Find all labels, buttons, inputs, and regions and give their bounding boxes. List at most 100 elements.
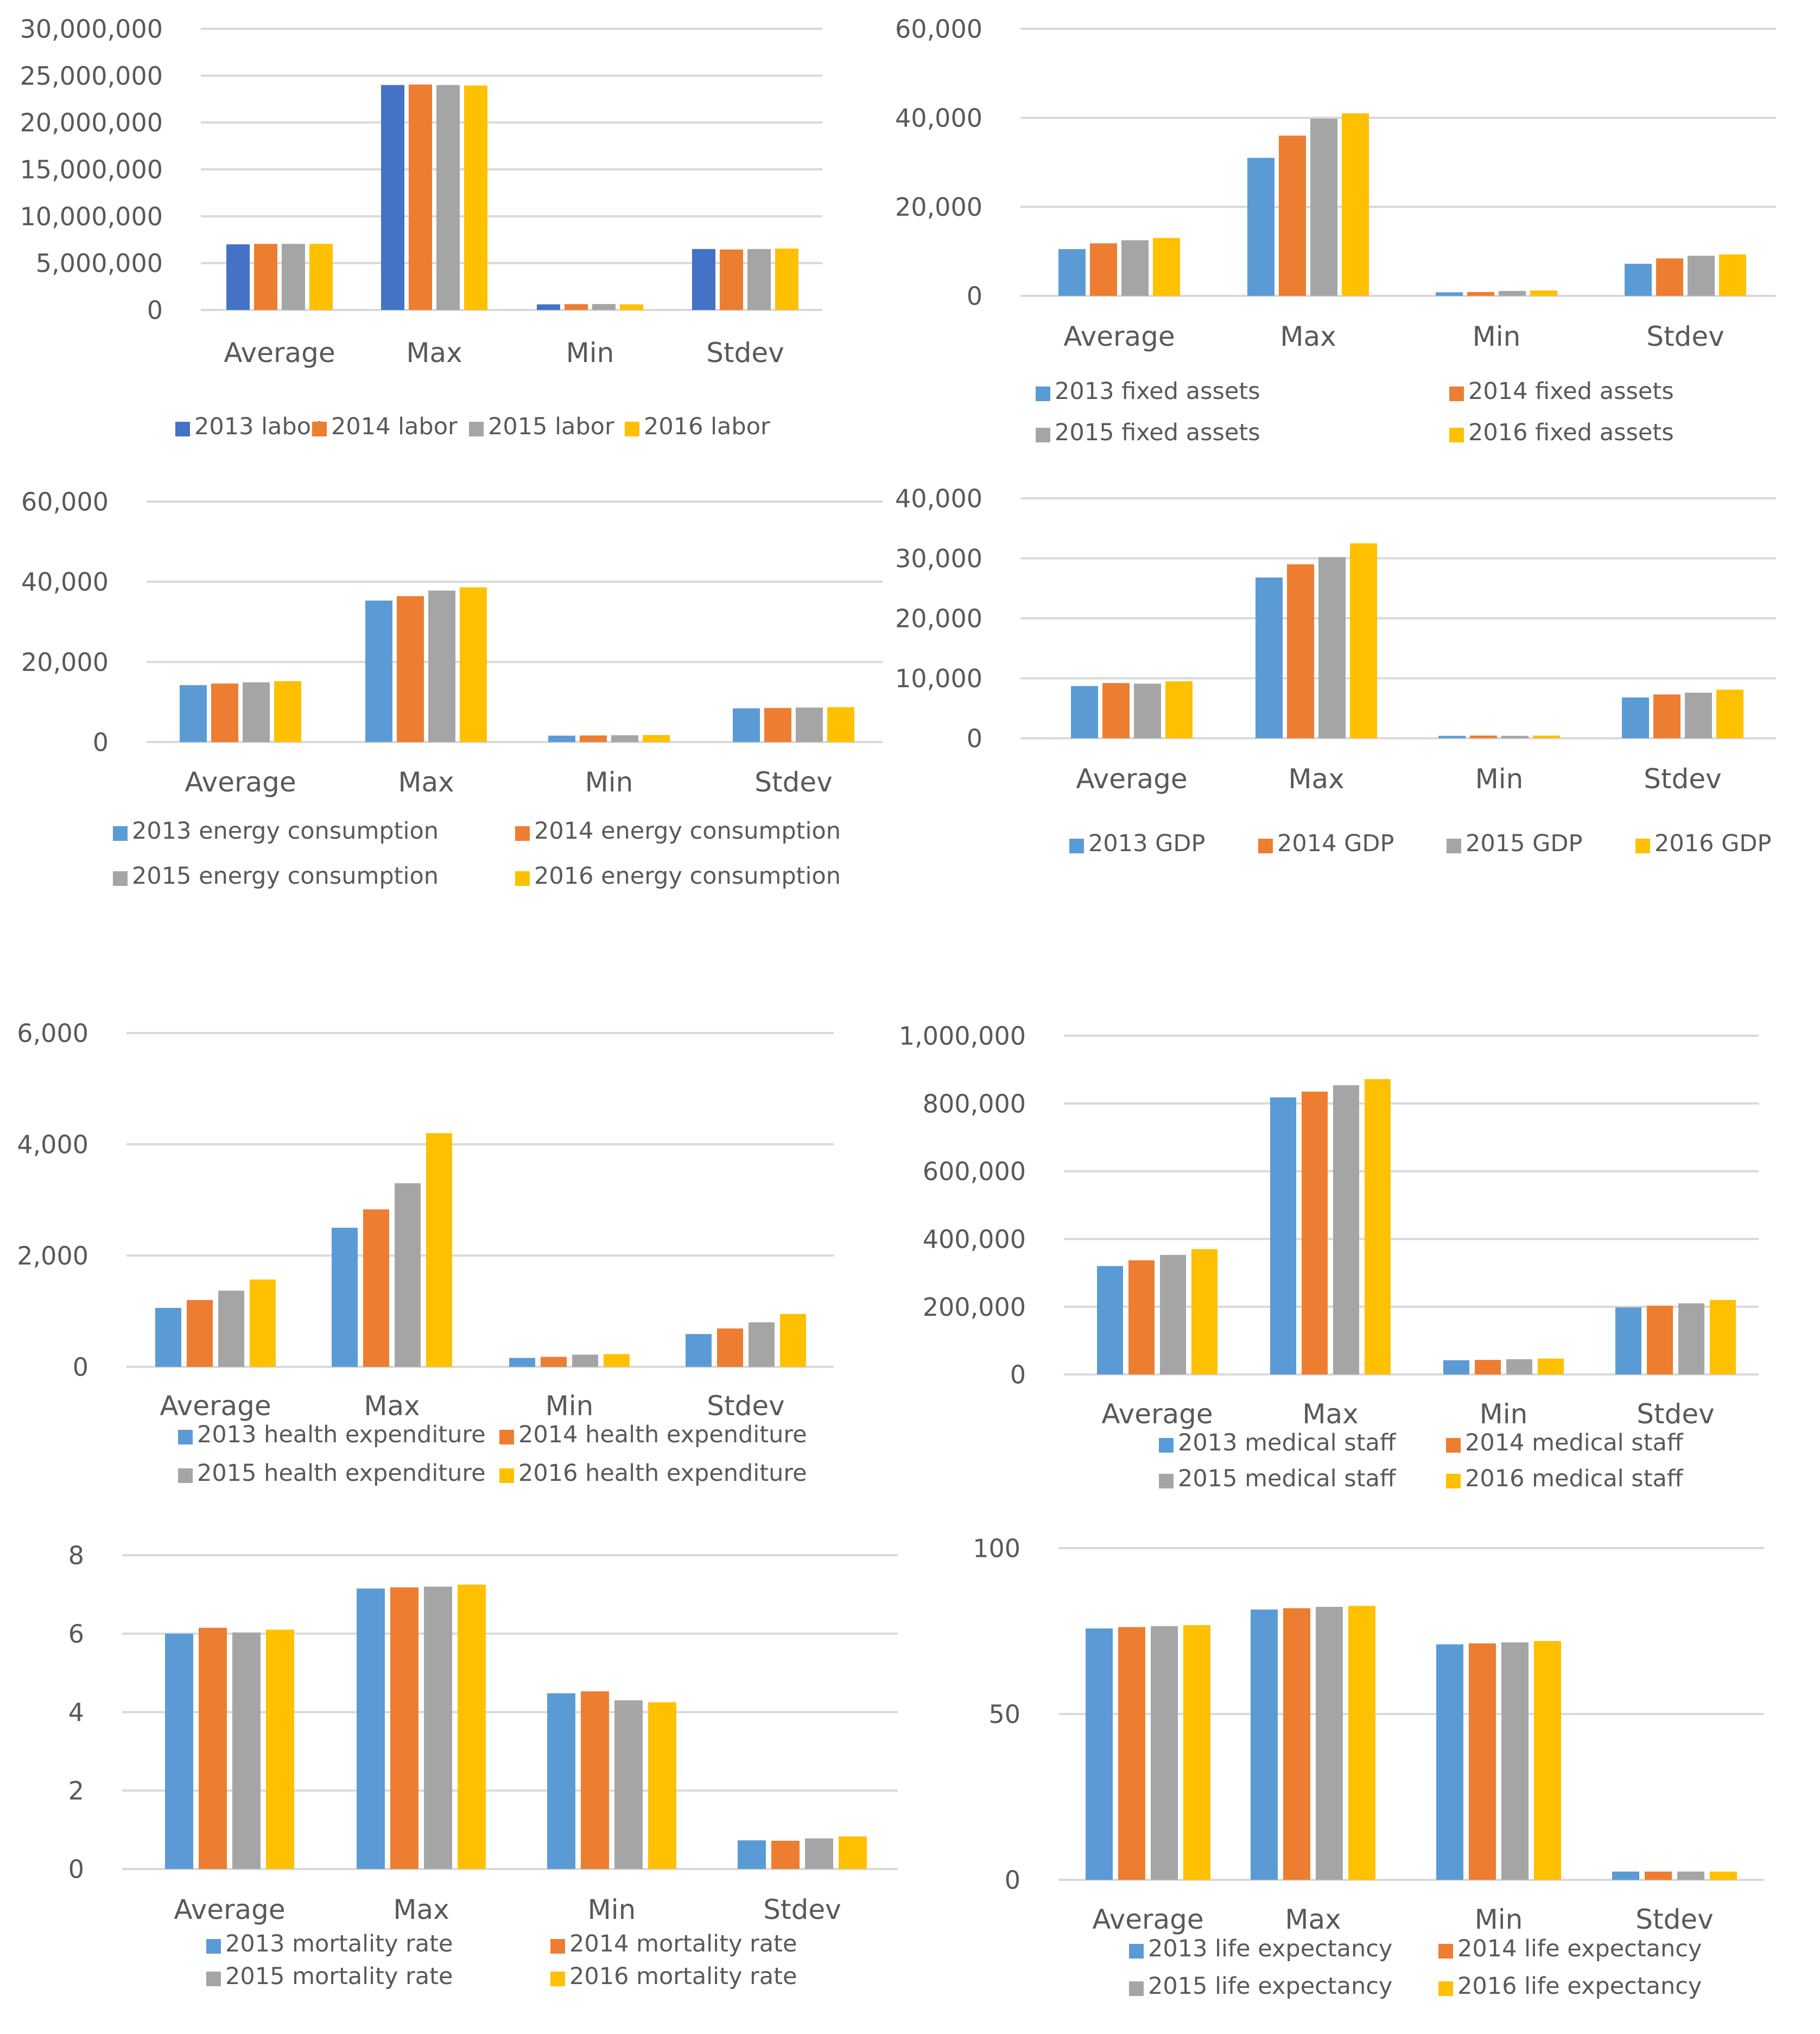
bar-2016-energy-consumption-min <box>643 735 670 742</box>
bar-2015-fixed-assets-average <box>1121 240 1149 296</box>
bar-2013-medical-staff-min <box>1443 1360 1469 1374</box>
bar-2014-health-expenditure-average <box>187 1300 213 1367</box>
x-category-label: Stdev <box>1646 321 1724 352</box>
bar-2014-health-expenditure-max <box>363 1209 389 1367</box>
bar-2014-fixed-assets-max <box>1279 135 1306 296</box>
legend-label: 2016 fixed assets <box>1468 419 1674 446</box>
x-category-label: Max <box>1288 763 1344 795</box>
legend-swatch <box>1447 839 1461 853</box>
bar-2014-life-expectancy-average <box>1118 1627 1145 1880</box>
legend-swatch <box>1446 1438 1461 1453</box>
chart-life-expectancy: 0 50 100 Average Max Min Stdev 2013 life expect… <box>973 1534 1764 2000</box>
y-tick-label: 40,000 <box>895 484 982 514</box>
bar-2015-health-expenditure-average <box>218 1290 244 1367</box>
y-tick-label: 40,000 <box>21 567 109 597</box>
bar-2015-health-expenditure-min <box>572 1354 598 1367</box>
y-tick-label: 0 <box>93 728 109 757</box>
bar-2015-mortality-rate-average <box>232 1632 261 1869</box>
x-category-label: Max <box>364 1390 420 1422</box>
y-tick-label: 200,000 <box>923 1292 1026 1322</box>
chart-mortality-rate: 0 2 4 6 8 Average Max Min Stdev 2013 mortality ra… <box>68 1541 898 1990</box>
bar-2014-labor-stdev <box>720 249 743 310</box>
bar-2014-mortality-rate-stdev <box>771 1840 800 1869</box>
bar-2013-mortality-rate-max <box>357 1588 385 1869</box>
x-category-label: Min <box>1473 321 1521 352</box>
bar-2013-life-expectancy-max <box>1251 1610 1278 1880</box>
x-category-label: Stdev <box>763 1894 841 1925</box>
legend-label: 2014 life expectancy <box>1457 1935 1702 1962</box>
y-tick-label: 40,000 <box>895 104 982 133</box>
y-tick-label: 30,000,000 <box>20 15 163 44</box>
x-category-label: Max <box>393 1894 449 1925</box>
y-tick-label: 20,000 <box>21 648 109 677</box>
legend-swatch <box>1159 1474 1174 1488</box>
bar-2016-health-expenditure-max <box>426 1133 452 1367</box>
bar-2013-mortality-rate-average <box>165 1633 193 1869</box>
y-tick-label: 5,000,000 <box>36 249 163 278</box>
bar-2015-labor-min <box>592 304 616 310</box>
y-tick-label: 20,000 <box>895 604 982 633</box>
bar-2014-energy-consumption-stdev <box>764 708 791 742</box>
bar-2015-labor-average <box>282 244 305 310</box>
legend-swatch <box>515 826 530 841</box>
bar-2013-health-expenditure-max <box>332 1227 358 1367</box>
legend-label: 2014 energy consumption <box>534 818 841 845</box>
legend-swatch <box>178 1468 193 1483</box>
legend-swatch <box>625 422 639 436</box>
bar-2016-fixed-assets-max <box>1342 113 1369 296</box>
bar-2015-energy-consumption-stdev <box>796 707 823 742</box>
bar-2014-gdp-average <box>1102 683 1130 738</box>
bar-2016-life-expectancy-max <box>1348 1606 1375 1880</box>
x-category-label: Max <box>398 766 454 798</box>
legend-swatch <box>1036 428 1050 442</box>
y-tick-label: 20,000 <box>895 193 982 222</box>
y-tick-label: 0 <box>967 282 982 311</box>
y-tick-label: 6,000 <box>17 1019 88 1048</box>
y-tick-label: 15,000,000 <box>20 155 163 185</box>
bar-2014-medical-staff-min <box>1475 1360 1501 1374</box>
bar-2014-medical-staff-stdev <box>1647 1306 1673 1374</box>
legend-label: 2013 health expenditure <box>197 1421 486 1448</box>
legend-swatch <box>1635 839 1650 853</box>
legend-label: 2013 energy consumption <box>132 818 439 845</box>
bar-2015-fixed-assets-max <box>1310 118 1337 296</box>
legend-label: 2015 labor <box>488 413 614 440</box>
bar-2016-medical-staff-stdev <box>1710 1300 1736 1374</box>
bar-2015-medical-staff-max <box>1333 1085 1359 1374</box>
bar-2015-fixed-assets-min <box>1499 290 1526 296</box>
legend-swatch <box>1438 1944 1453 1959</box>
bar-2014-life-expectancy-stdev <box>1645 1871 1672 1880</box>
bar-2016-gdp-max <box>1350 543 1377 738</box>
chart-labor: 0 5,000,000 10,000,000 15,000,000 20,000,000… <box>20 15 822 440</box>
bar-2013-fixed-assets-stdev <box>1625 263 1652 296</box>
bar-2014-gdp-stdev <box>1653 694 1681 738</box>
y-tick-label: 0 <box>73 1353 88 1382</box>
legend-swatch <box>550 1972 565 1986</box>
bar-2015-gdp-stdev <box>1685 693 1712 738</box>
bar-2015-life-expectancy-max <box>1316 1607 1343 1880</box>
bar-2013-health-expenditure-min <box>509 1358 535 1367</box>
legend-swatch <box>469 422 484 436</box>
legend-swatch <box>312 422 327 436</box>
bar-2013-gdp-min <box>1438 736 1466 738</box>
x-category-label: Average <box>185 766 296 798</box>
bar-2016-health-expenditure-min <box>604 1354 630 1367</box>
bar-2016-energy-consumption-stdev <box>827 707 854 742</box>
legend-swatch <box>1129 1944 1144 1959</box>
y-tick-label: 4,000 <box>17 1130 88 1159</box>
x-category-label: Stdev <box>1637 1398 1714 1430</box>
bar-2014-mortality-rate-max <box>390 1587 418 1869</box>
x-category-label: Stdev <box>706 337 784 369</box>
x-category-label: Min <box>585 766 633 798</box>
bar-2016-labor-stdev <box>775 248 798 310</box>
x-category-label: Stdev <box>1644 763 1721 795</box>
y-tick-label: 10,000,000 <box>20 202 163 231</box>
bar-2014-mortality-rate-min <box>581 1691 609 1869</box>
bar-2016-health-expenditure-average <box>250 1279 276 1367</box>
bar-2016-fixed-assets-min <box>1530 290 1557 296</box>
x-category-label: Max <box>1302 1398 1358 1430</box>
legend-swatch <box>175 422 190 436</box>
bar-2015-health-expenditure-stdev <box>749 1322 775 1367</box>
bar-2016-labor-max <box>464 85 487 311</box>
